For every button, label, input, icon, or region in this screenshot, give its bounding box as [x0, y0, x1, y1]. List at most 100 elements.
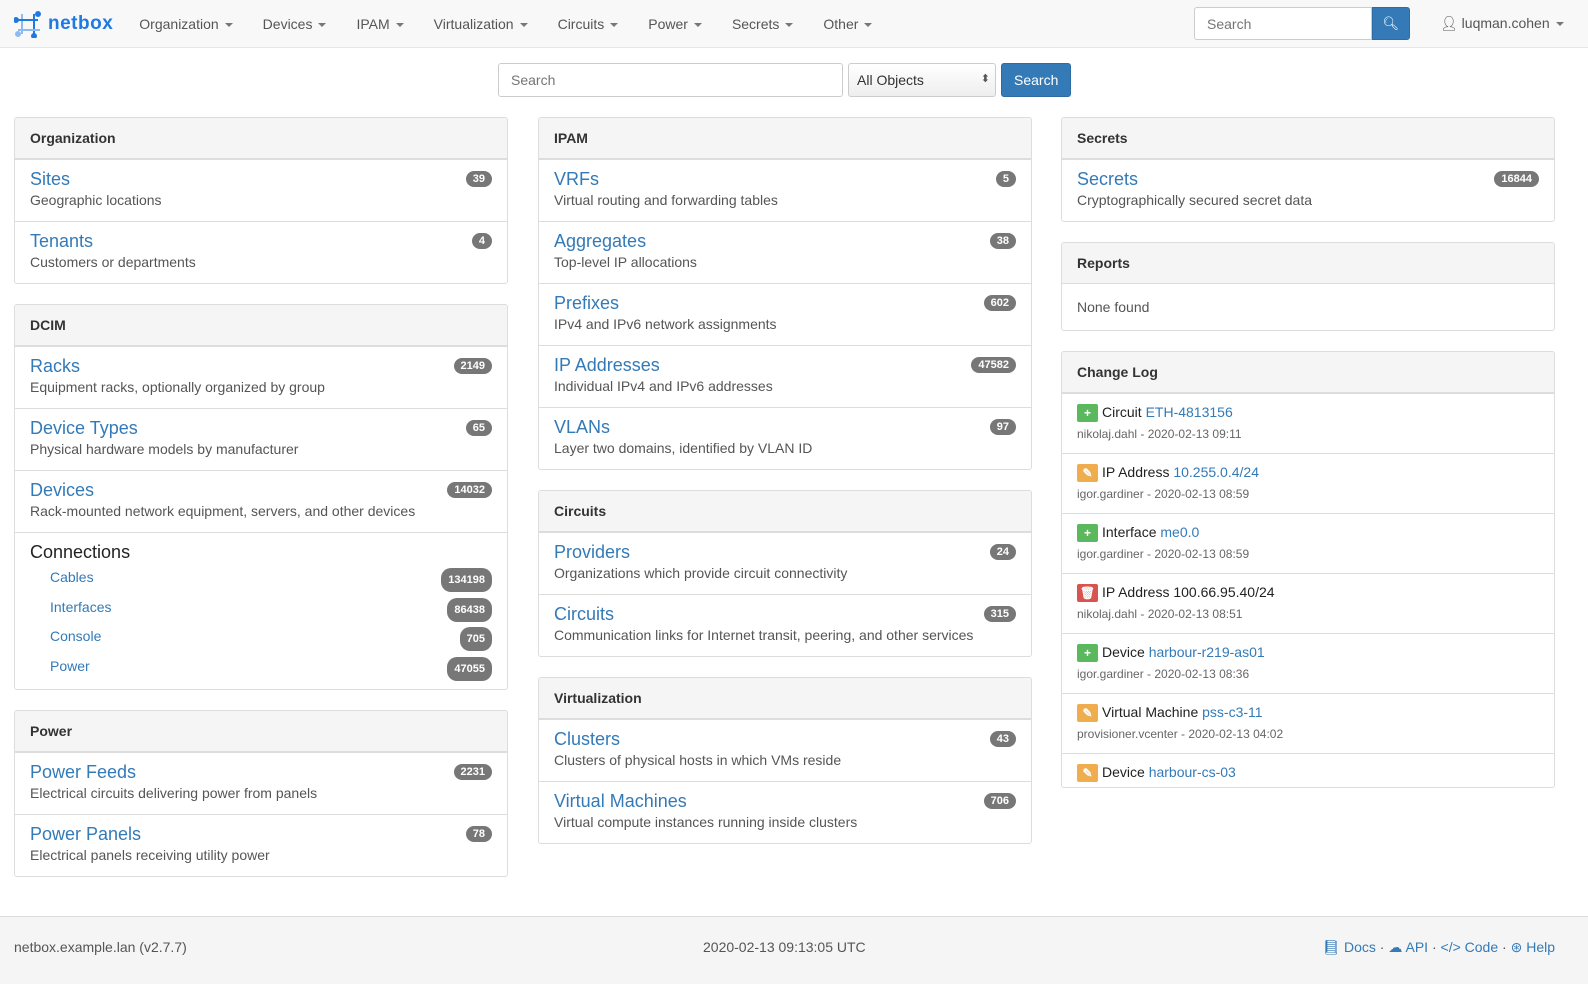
list-item-sites: Sites 39 Geographic locations	[15, 159, 507, 221]
object-link[interactable]: me0.0	[1160, 524, 1200, 540]
nav-menu-devices[interactable]: Devices	[263, 16, 327, 32]
item-link[interactable]: Device Types	[30, 418, 138, 438]
changelog-entry: ✎ Device harbour-cs-03	[1062, 753, 1554, 787]
object-type: IP Address	[1102, 464, 1170, 480]
count-badge: 97	[989, 419, 1016, 435]
book-icon: 📘︎	[1322, 939, 1341, 955]
item-link[interactable]: VLANs	[554, 417, 611, 437]
nav-menu-secrets[interactable]: Secrets	[732, 16, 794, 32]
count-badge: 47582	[971, 357, 1016, 373]
username: luqman.cohen	[1461, 15, 1550, 31]
connection-link[interactable]: Cables	[50, 569, 94, 585]
panel-heading: IPAM	[539, 118, 1031, 159]
navbar: netbox Organization Devices IPAM Virtualiza…	[0, 0, 1588, 48]
caret-down-icon	[864, 22, 873, 27]
changelog-line: 🗑︎ IP Address 100.66.95.40/24	[1077, 584, 1539, 603]
item-link[interactable]: Virtual Machines	[554, 791, 687, 811]
item-link[interactable]: Clusters	[554, 729, 621, 749]
item-link[interactable]: IP Addresses	[554, 355, 660, 375]
item-description: Individual IPv4 and IPv6 addresses	[554, 378, 773, 394]
empty-message: None found	[1077, 299, 1150, 315]
item-link[interactable]: Devices	[30, 480, 95, 500]
count-badge: 43	[989, 731, 1016, 747]
connections-title: Connections	[30, 542, 131, 562]
panel-heading: Change Log	[1062, 352, 1554, 393]
caret-down-icon	[224, 22, 233, 27]
navbar-search-input[interactable]	[1194, 7, 1372, 40]
list-item-secrets: Secrets 16844 Cryptographically secured se…	[1062, 159, 1554, 221]
docs-link[interactable]: 📘︎ Docs	[1322, 939, 1376, 955]
item-description: Organizations which provide circuit conn…	[554, 565, 848, 581]
item-link[interactable]: Racks	[30, 356, 81, 376]
changelog-line: ✎ Virtual Machine pss-c3-11	[1077, 704, 1539, 723]
main-search: All Objects Search	[498, 63, 1072, 97]
user-menu[interactable]: 👤︎ luqman.cohen	[1440, 15, 1564, 32]
nav-menu-power[interactable]: Power	[648, 16, 702, 32]
pencil-icon: ✎	[1077, 764, 1098, 783]
nav-menu-label: Circuits	[557, 15, 605, 32]
object-link[interactable]: harbour-r219-as01	[1148, 644, 1265, 660]
object-link[interactable]: 10.255.0.4/24	[1173, 464, 1259, 480]
item-link[interactable]: Prefixes	[554, 293, 620, 313]
connection-link[interactable]: Power	[50, 657, 90, 674]
netbox-logo[interactable]: netbox	[14, 10, 113, 38]
caret-down-icon	[395, 22, 404, 27]
nav-menu-label: IPAM	[356, 15, 390, 32]
brand-name: netbox	[48, 12, 114, 34]
changelog-line: + Circuit ETH-4813156	[1077, 404, 1539, 423]
footer-hostname: netbox.example.lan (v2.7.7)	[14, 939, 187, 955]
count-badge: 86438	[447, 597, 492, 622]
count-badge: 2231	[453, 764, 492, 780]
object-link[interactable]: harbour-cs-03	[1148, 764, 1236, 780]
nav-menu-label: Power	[648, 15, 688, 32]
object-type-select[interactable]: All Objects	[848, 63, 996, 97]
item-description: Virtual compute instances running inside…	[554, 814, 858, 830]
item-link[interactable]: Power Panels	[30, 824, 142, 844]
object-link[interactable]: pss-c3-11	[1202, 704, 1263, 720]
item-description: Cryptographically secured secret data	[1077, 192, 1313, 208]
item-link[interactable]: Aggregates	[554, 231, 647, 251]
count-badge: 47055	[447, 656, 492, 681]
main-search-button[interactable]: Search	[1001, 63, 1072, 97]
item-link[interactable]: Tenants	[30, 231, 94, 251]
changelog-entry: + Circuit ETH-4813156 nikolaj.dahl - 2020-…	[1062, 393, 1554, 453]
connection-item-cables: Cables 134198	[30, 567, 492, 597]
item-link[interactable]: Power Feeds	[30, 762, 137, 782]
item-link[interactable]: Sites	[30, 169, 71, 189]
count-badge: 78	[465, 826, 492, 842]
nav-menu-ipam[interactable]: IPAM	[356, 15, 404, 32]
count-badge: 16844	[1494, 171, 1539, 187]
item-link[interactable]: Providers	[554, 542, 631, 562]
list-item-providers: Providers 24 Organizations which provide c…	[539, 532, 1031, 594]
item-description: Customers or departments	[30, 254, 196, 270]
changelog-meta: igor.gardiner - 2020-02-13 08:36	[1077, 667, 1250, 682]
panel-heading: Virtualization	[539, 678, 1031, 719]
connection-link[interactable]: Interfaces	[50, 598, 112, 615]
changelog-meta: nikolaj.dahl - 2020-02-13 09:11	[1077, 427, 1242, 442]
count-badge: 315	[983, 606, 1016, 622]
api-link[interactable]: ☁ API	[1388, 939, 1429, 955]
help-link[interactable]: ⊛ Help	[1510, 939, 1555, 955]
navbar-search-button[interactable]: 🔍︎	[1372, 7, 1410, 40]
list-item-ip-addresses: IP Addresses 47582 Individual IPv4 and IPv…	[539, 345, 1031, 407]
main-search-input[interactable]	[498, 63, 843, 97]
item-link[interactable]: Secrets	[1077, 169, 1139, 189]
item-description: IPv4 and IPv6 network assignments	[554, 316, 777, 332]
nav-menu-organization[interactable]: Organization	[139, 16, 233, 32]
connection-link[interactable]: Console	[50, 628, 102, 644]
count-badge: 2149	[453, 358, 492, 374]
changelog-line: ✎ IP Address 10.255.0.4/24	[1077, 464, 1539, 483]
nav-menu-other[interactable]: Other	[823, 16, 873, 32]
nav-menu-circuits[interactable]: Circuits	[558, 16, 619, 32]
code-link[interactable]: </> Code	[1440, 939, 1499, 955]
object-link[interactable]: ETH-4813156	[1145, 404, 1233, 420]
list-item-virtual-machines: Virtual Machines 706 Virtual compute insta…	[539, 781, 1031, 843]
object-type: Device	[1102, 644, 1145, 660]
item-description: Electrical circuits delivering power fro…	[30, 785, 318, 801]
item-link[interactable]: VRFs	[554, 169, 599, 189]
item-description: Communication links for Internet transit…	[554, 627, 974, 643]
nav-menu-virtualization[interactable]: Virtualization	[434, 16, 528, 32]
panel-secrets: Secrets Secrets 16844 Cryptographically sec…	[1061, 117, 1555, 222]
item-link[interactable]: Circuits	[554, 604, 615, 624]
panel-dcim: DCIM Racks 2149 Equipment racks, optionally…	[14, 304, 508, 690]
